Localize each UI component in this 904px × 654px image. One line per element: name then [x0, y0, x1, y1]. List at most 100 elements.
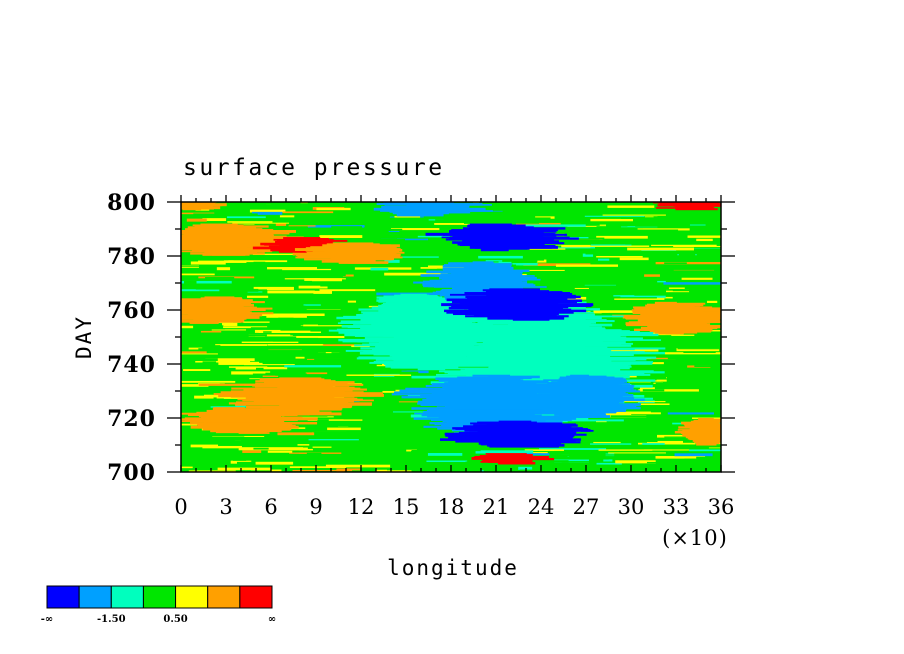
- field-streak: [519, 469, 543, 471]
- field-streak: [417, 367, 446, 371]
- field-streak: [272, 338, 334, 342]
- field-streak: [405, 261, 428, 265]
- colorbar-swatch: [239, 585, 273, 609]
- field-streak: [266, 411, 332, 414]
- field-streak: [250, 438, 276, 442]
- field-streak: [453, 322, 591, 325]
- field-streak: [654, 301, 677, 305]
- field-streak: [339, 409, 350, 411]
- field-streak: [661, 223, 685, 226]
- field-streak: [598, 449, 653, 451]
- field-streak: [283, 370, 347, 373]
- field-streak: [477, 421, 537, 424]
- field-streak: [696, 238, 713, 242]
- field-streak: [651, 257, 686, 259]
- field-streak: [233, 208, 249, 211]
- field-streak: [279, 215, 295, 218]
- field-streak: [628, 321, 721, 324]
- field-streak: [392, 212, 449, 215]
- field-streak: [282, 211, 334, 214]
- field-streak: [449, 213, 472, 216]
- field-streak: [533, 259, 544, 261]
- field-streak: [181, 328, 225, 330]
- field-streak: [202, 426, 297, 429]
- field-streak: [553, 402, 620, 404]
- field-streak: [195, 360, 251, 363]
- field-streak: [248, 334, 311, 337]
- field-streak: [660, 449, 702, 453]
- field-streak: [399, 423, 435, 426]
- colorbar-swatch: [207, 585, 241, 609]
- field-streak: [238, 432, 270, 434]
- colorbar-label: ∞: [268, 614, 276, 625]
- field-streak: [181, 386, 218, 389]
- field-streak: [340, 455, 405, 457]
- field-streak: [443, 457, 483, 460]
- field-streak: [578, 416, 598, 419]
- low-anomaly: [425, 223, 579, 252]
- field-streak: [538, 389, 637, 392]
- field-streak: [297, 444, 310, 446]
- field-streak: [583, 227, 619, 230]
- field-streak: [371, 230, 432, 233]
- field-streak: [307, 374, 328, 377]
- field-streak: [338, 371, 405, 374]
- field-streak: [367, 330, 504, 333]
- field-streak: [586, 411, 651, 413]
- field-streak: [698, 343, 715, 347]
- field-streak: [645, 304, 700, 307]
- field-streak: [246, 254, 297, 258]
- field-streak: [241, 341, 299, 343]
- field-streak: [657, 225, 718, 228]
- field-streak: [205, 358, 255, 362]
- field-streak: [664, 420, 676, 423]
- field-streak: [644, 274, 660, 277]
- x-multiplier-label: (×10): [662, 526, 728, 550]
- field-streak: [498, 250, 546, 253]
- field-streak: [284, 365, 342, 368]
- field-streak: [596, 226, 644, 229]
- field-streak: [326, 368, 383, 370]
- field-streak: [264, 336, 297, 339]
- field-streak: [486, 294, 576, 297]
- field-streak: [285, 228, 316, 231]
- field-streak: [390, 366, 430, 369]
- field-streak: [235, 351, 283, 354]
- field-streak: [324, 455, 364, 458]
- field-streak: [342, 340, 478, 343]
- field-streak: [391, 246, 412, 249]
- field-streak: [220, 430, 282, 433]
- field-streak: [666, 284, 714, 288]
- field-streak: [222, 353, 240, 355]
- field-streak: [489, 465, 542, 469]
- field-streak: [328, 290, 342, 293]
- field-streak: [292, 312, 312, 315]
- field-streak: [675, 208, 718, 211]
- y-tick-label: 720: [107, 406, 156, 432]
- field-streak: [210, 404, 246, 408]
- field-streak: [485, 453, 527, 455]
- field-streak: [327, 268, 349, 272]
- field-streak: [659, 264, 715, 267]
- field-streak: [676, 348, 720, 352]
- field-streak: [611, 254, 675, 256]
- field-streak: [322, 344, 383, 347]
- field-streak: [664, 262, 687, 265]
- field-streak: [590, 244, 632, 246]
- field-streak: [232, 379, 265, 381]
- field-streak: [270, 352, 326, 355]
- field-streak: [250, 347, 286, 349]
- field-streak: [699, 338, 715, 340]
- field-streak: [250, 327, 307, 329]
- field-streak: [397, 398, 430, 402]
- field-streak: [455, 428, 589, 430]
- field-streak: [343, 228, 403, 231]
- field-streak: [501, 249, 567, 252]
- field-streak: [236, 467, 284, 469]
- field-streak: [454, 332, 586, 335]
- field-streak: [202, 347, 244, 350]
- field-streak: [608, 436, 644, 439]
- field-streak: [192, 224, 244, 227]
- field-streak: [425, 286, 441, 289]
- field-streak: [695, 355, 721, 358]
